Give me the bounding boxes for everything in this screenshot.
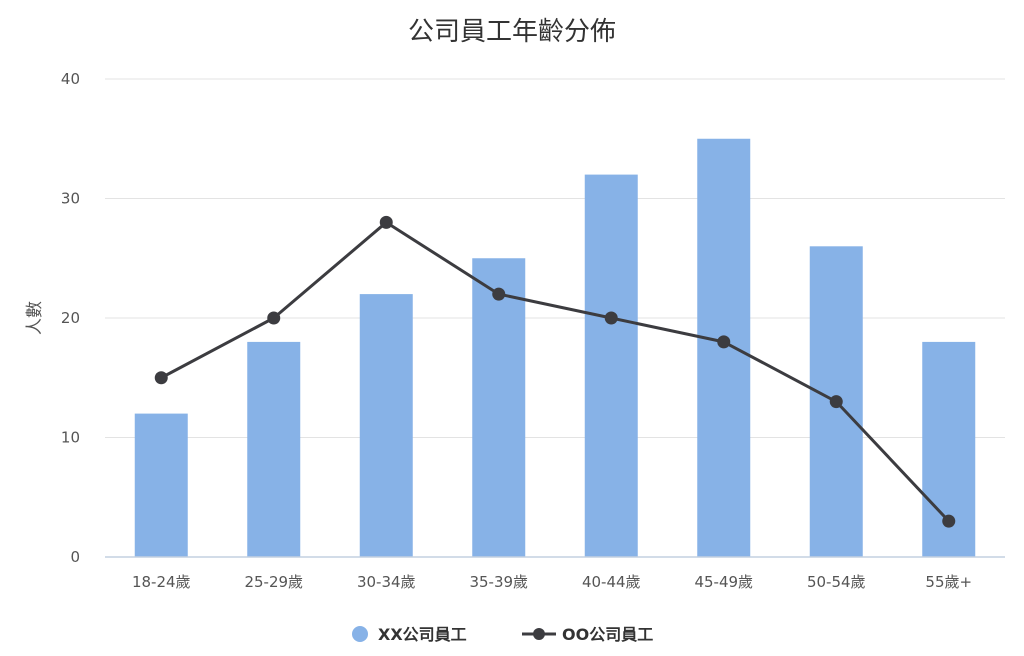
line-point xyxy=(829,395,843,409)
x-tick-label: 45-49歲 xyxy=(694,573,753,591)
bar xyxy=(134,413,188,557)
bar-series xyxy=(134,138,976,558)
y-tick-label: 40 xyxy=(61,70,80,88)
line-point xyxy=(379,215,393,229)
x-axis-ticks: 18-24歲 25-29歲 30-34歲 35-39歲 40-44歲 45-49歲 50-5… xyxy=(132,573,972,591)
legend-marker-bar xyxy=(352,626,368,642)
bar xyxy=(472,258,526,557)
x-tick-label: 35-39歲 xyxy=(469,573,528,591)
x-tick-label: 50-54歲 xyxy=(807,573,866,591)
x-tick-label: 30-34歲 xyxy=(357,573,416,591)
legend: XX公司員工 OO公司員工 xyxy=(352,625,653,644)
y-tick-label: 0 xyxy=(70,548,80,566)
bar xyxy=(584,174,638,557)
line-point xyxy=(492,287,506,301)
y-tick-label: 30 xyxy=(61,190,80,208)
x-tick-label: 40-44歲 xyxy=(582,573,641,591)
legend-label-line: OO公司員工 xyxy=(562,625,653,644)
line-point xyxy=(717,335,731,349)
line-point xyxy=(154,371,168,385)
legend-marker-line-dot xyxy=(533,628,545,640)
x-tick-label: 18-24歲 xyxy=(132,573,191,591)
chart-title: 公司員工年齡分佈 xyxy=(408,17,616,47)
bar xyxy=(359,294,413,557)
legend-label-bar: XX公司員工 xyxy=(378,625,467,644)
y-axis-ticks: 0 10 20 30 40 xyxy=(61,70,80,566)
y-axis-label: 人數 xyxy=(25,301,45,335)
y-tick-label: 20 xyxy=(61,309,80,327)
line-series xyxy=(154,215,956,528)
x-tick-label: 25-29歲 xyxy=(244,573,303,591)
series-line xyxy=(160,220,950,523)
line-point xyxy=(267,311,281,325)
gridlines xyxy=(105,78,1005,438)
bar xyxy=(247,341,301,557)
line-point xyxy=(942,514,956,528)
x-tick-label: 55歲+ xyxy=(925,573,972,591)
y-tick-label: 10 xyxy=(61,429,80,447)
line-point xyxy=(604,311,618,325)
